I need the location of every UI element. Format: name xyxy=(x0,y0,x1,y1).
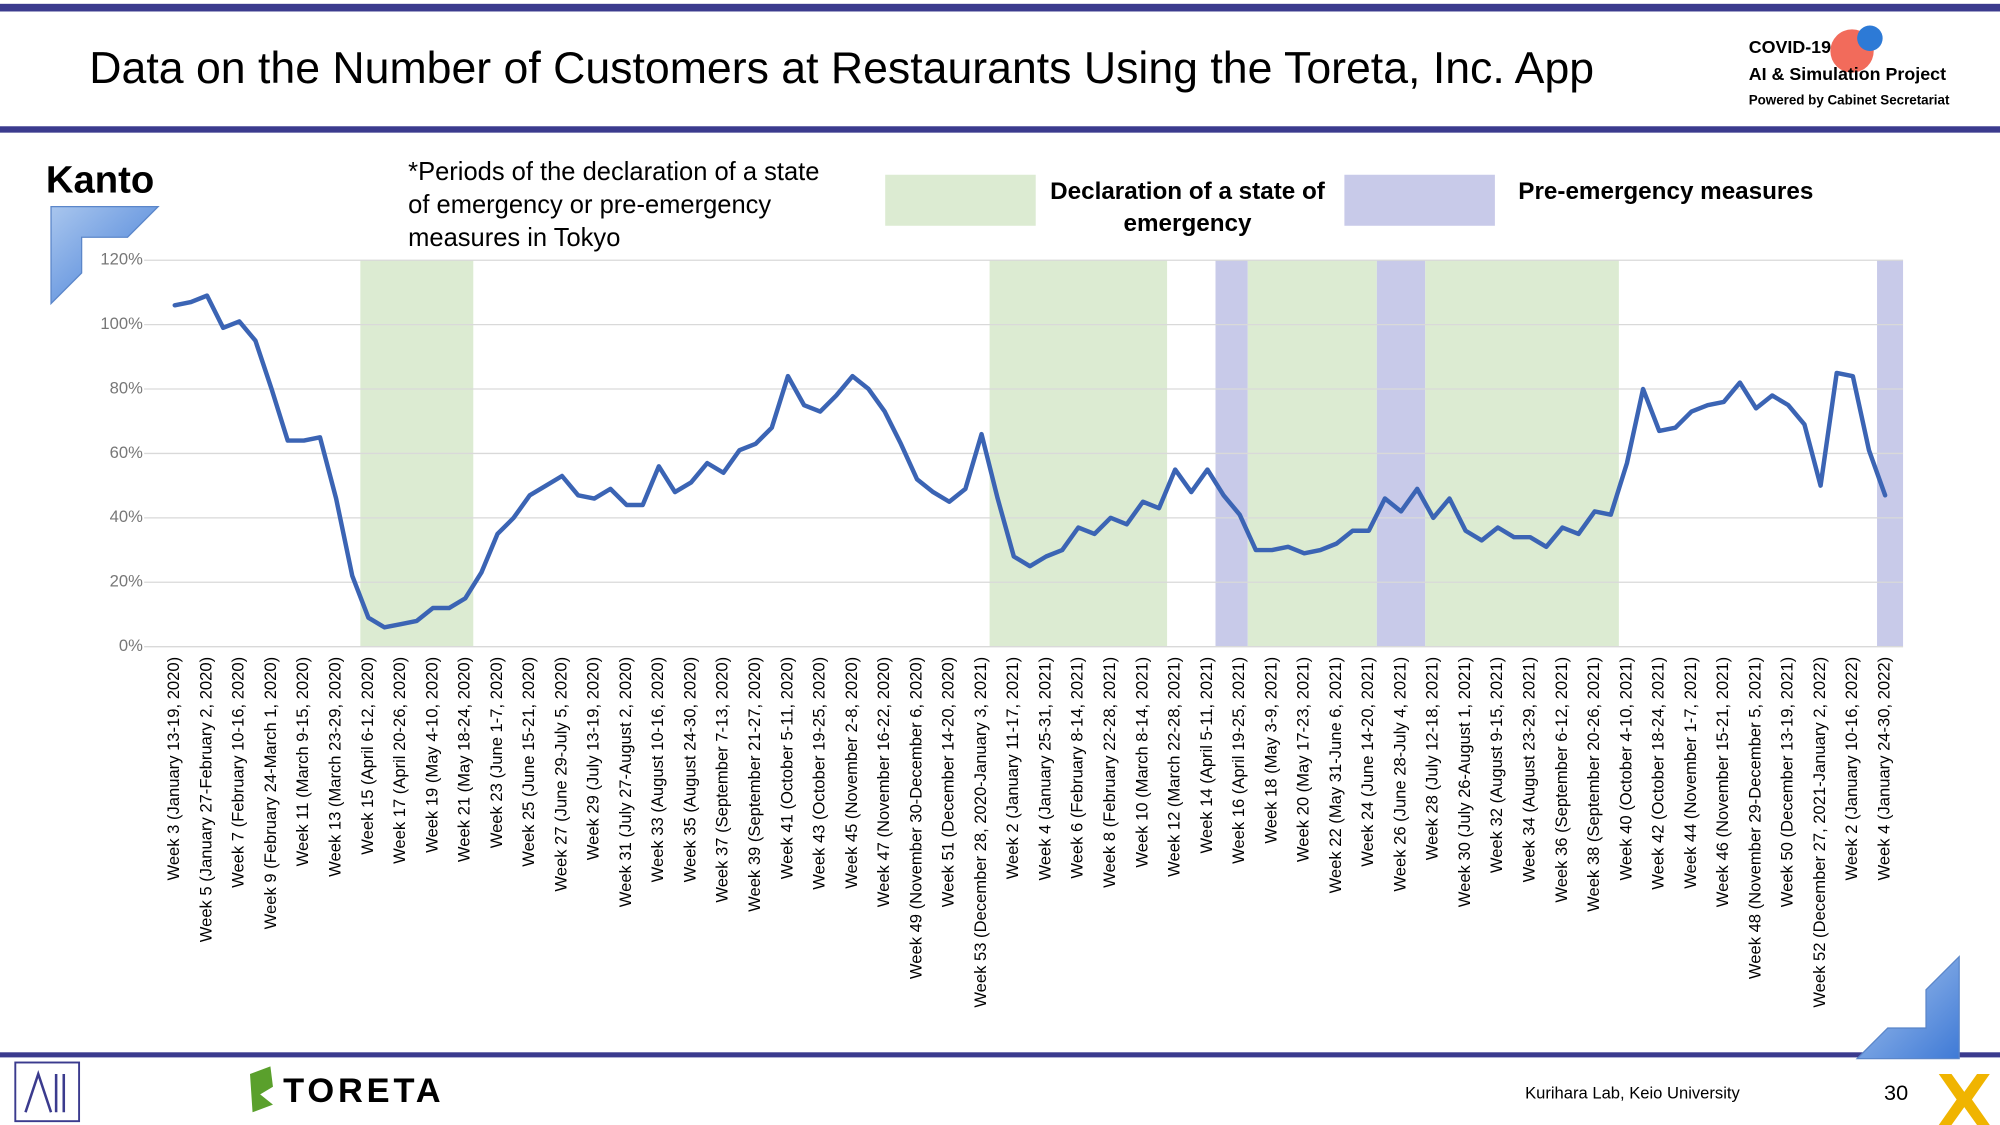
x-tick-label: Week 28 (July 12-18, 2021) xyxy=(1423,657,1442,860)
x-tick-label: Week 18 (May 3-9, 2021) xyxy=(1261,657,1280,844)
brand-text: TORETA xyxy=(283,1072,444,1110)
x-tick-label: Week 20 (May 17-23, 2021) xyxy=(1294,657,1313,862)
x-tick-label: Week 34 (August 23-29, 2021) xyxy=(1520,657,1539,882)
x-tick-label: Week 42 (October 18-24, 2021) xyxy=(1649,657,1668,890)
x-tick-label: Week 7 (February 10-16, 2020) xyxy=(229,657,248,888)
x-tick-label: Week 33 (August 10-16, 2020) xyxy=(648,657,667,882)
x-tick-label: Week 31 (July 27-August 2, 2020) xyxy=(616,657,635,907)
x-tick-label: Week 12 (March 22-28, 2021) xyxy=(1165,657,1184,877)
x-tick-label: Week 26 (June 28-July 4, 2021) xyxy=(1390,657,1409,892)
panel-label: Kanto xyxy=(46,159,154,202)
x-tick-label: Week 14 (April 5-11, 2021) xyxy=(1197,657,1216,854)
legend: Declaration of a state of emergency Pre-e… xyxy=(885,174,1814,238)
x-tick-label: Week 43 (October 19-25, 2020) xyxy=(810,657,829,890)
legend-entry: Declaration of a state of emergency xyxy=(1050,178,1325,238)
x-tick-label: Week 50 (December 13-19, 2021) xyxy=(1778,657,1797,907)
x-tick-label: Week 6 (February 8-14, 2021) xyxy=(1068,657,1087,879)
logo-dot xyxy=(1857,25,1883,52)
y-tick-label: 100% xyxy=(100,314,143,333)
corner-logo xyxy=(1938,1073,1990,1125)
y-tick-label: 20% xyxy=(110,572,143,591)
x-tick-label: Week 32 (August 9-15, 2021) xyxy=(1487,657,1506,873)
x-tick-label: Week 44 (November 1-7, 2021) xyxy=(1681,657,1700,889)
x-tick-label: Week 41 (October 5-11, 2020) xyxy=(777,657,796,879)
corner-decoration xyxy=(1855,955,1960,1060)
annotation: *Periods of the declaration of a state o… xyxy=(408,158,820,253)
x-tick-label: Week 27 (June 29-July 5, 2020) xyxy=(551,657,570,892)
x-tick-label: Week 16 (April 19-25, 2021) xyxy=(1229,657,1248,864)
legend-label: Pre-emergency measures xyxy=(1518,178,1814,206)
x-tick-label: Week 49 (November 30-December 6, 2020) xyxy=(906,657,925,979)
x-tick-label: Week 4 (January 25-31, 2021) xyxy=(1035,657,1054,881)
x-tick-label: Week 36 (September 6-12, 2021) xyxy=(1552,657,1571,903)
x-tick-label: Week 25 (June 15-21, 2020) xyxy=(519,657,538,867)
x-tick-label: Week 35 (August 24-30, 2020) xyxy=(680,657,699,882)
x-tick-label: Week 30 (July 26-August 1, 2021) xyxy=(1455,657,1474,907)
x-tick-label: Week 40 (October 4-10, 2021) xyxy=(1616,657,1635,881)
x-tick-label: Week 29 (July 13-19, 2020) xyxy=(584,657,603,860)
x-tick-label: Week 39 (September 21-27, 2020) xyxy=(745,657,764,912)
x-tick-label: Week 38 (September 20-26, 2021) xyxy=(1584,657,1603,912)
credit: Kurihara Lab, Keio University xyxy=(1525,1084,1740,1103)
brand-icon xyxy=(250,1066,273,1113)
legend-swatch xyxy=(1344,174,1495,226)
plot: 0% 20% 40% 60% 80% 100% 120% Week 3 (January 13… xyxy=(100,250,1904,1008)
x-tick-label: Week 8 (February 22-28, 2021) xyxy=(1100,657,1119,888)
x-tick-label: Week 47 (November 16-22, 2020) xyxy=(874,657,893,907)
lab-logo xyxy=(14,1061,81,1123)
title-rule xyxy=(0,126,2000,133)
x-tick-label: Week 45 (November 2-8, 2020) xyxy=(842,657,861,889)
x-tick-label: Week 2 (January 10-16, 2022) xyxy=(1842,657,1861,881)
logo-text: Powered by Cabinet Secretariat xyxy=(1749,92,1950,107)
y-tick-label: 0% xyxy=(119,636,143,655)
slide-title: Data on the Number of Customers at Resta… xyxy=(89,44,1594,93)
y-tick-label: 120% xyxy=(100,250,143,269)
x-tick-label: Week 5 (January 27-February 2, 2020) xyxy=(196,657,215,942)
x-tick-label: Week 24 (June 14-20, 2021) xyxy=(1358,657,1377,867)
x-tick-label: Week 9 (February 24-March 1, 2020) xyxy=(261,657,280,929)
x-tick-label: Week 11 (March 9-15, 2020) xyxy=(293,657,312,866)
x-tick-label: Week 13 (March 23-29, 2020) xyxy=(326,657,345,877)
corner-decoration xyxy=(50,205,160,306)
x-tick-label: Week 52 (December 27, 2021-January 2, 20… xyxy=(1810,657,1829,1008)
legend-swatch xyxy=(885,174,1036,226)
legend-label: Declaration of a state of emergency xyxy=(1050,178,1325,238)
x-tick-label: Week 4 (January 24-30, 2022) xyxy=(1874,657,1893,881)
data-line xyxy=(172,293,1888,630)
page-number: 30 xyxy=(1884,1080,1908,1105)
x-tick-label: Week 17 (April 20-26, 2020) xyxy=(390,657,409,864)
y-tick-label: 40% xyxy=(110,507,143,526)
logo-text: COVID-19 xyxy=(1749,37,1831,57)
x-tick-label: Week 23 (June 1-7, 2020) xyxy=(487,657,506,848)
logo-text: AI & Simulation Project xyxy=(1749,64,1946,84)
x-tick-label: Week 2 (January 11-17, 2021) xyxy=(1003,657,1022,879)
x-tick-label: Week 22 (May 31-June 6, 2021) xyxy=(1326,657,1345,894)
x-tick-label: Week 19 (May 4-10, 2020) xyxy=(422,657,441,853)
x-tick-label: Week 10 (March 8-14, 2021) xyxy=(1132,657,1151,868)
x-tick-label: Week 37 (September 7-13, 2020) xyxy=(713,657,732,903)
x-tick-label: Week 3 (January 13-19, 2020) xyxy=(164,657,183,881)
x-tick-label: Week 46 (November 15-21, 2021) xyxy=(1713,657,1732,907)
legend-entry: Pre-emergency measures xyxy=(1518,178,1814,206)
top-bar xyxy=(0,3,2000,12)
footer-rule xyxy=(0,1052,2000,1058)
x-tick-label: Week 15 (April 6-12, 2020) xyxy=(358,657,377,855)
x-tick-label: Week 48 (November 29-December 5, 2021) xyxy=(1745,657,1764,979)
lab-logo-mark xyxy=(24,1069,66,1113)
annotation-text: *Periods of the declaration of a state o… xyxy=(408,158,820,253)
x-tick-label: Week 21 (May 18-24, 2020) xyxy=(455,657,474,862)
y-tick-label: 80% xyxy=(110,378,143,397)
x-tick-label: Week 51 (December 14-20, 2020) xyxy=(939,657,958,907)
x-tick-label: Week 53 (December 28, 2020-January 3, 20… xyxy=(971,657,990,1008)
y-tick-label: 60% xyxy=(110,443,143,462)
